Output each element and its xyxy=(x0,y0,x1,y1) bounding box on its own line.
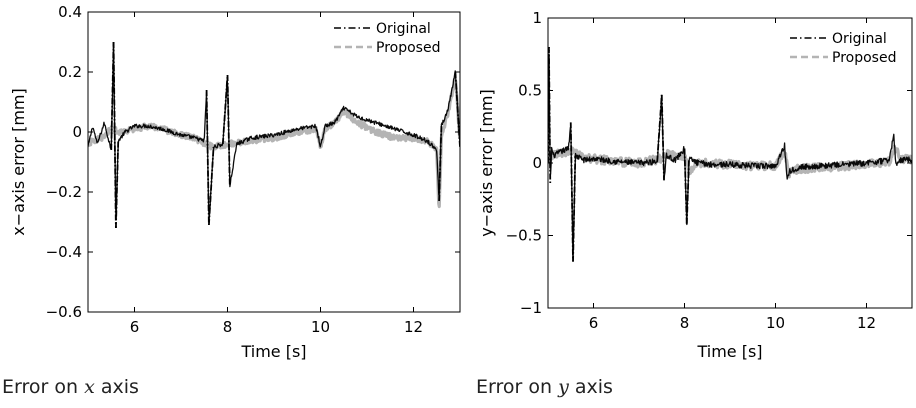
x-tick-label: 8 xyxy=(680,314,690,332)
x-axis-error-xlabel: Time [s] xyxy=(240,342,306,361)
legend-original-label: Original xyxy=(376,21,431,37)
y-axis-error-y-ticks: 1 0.5 0 −0.5 −1 xyxy=(506,9,912,317)
x-tick-label: 6 xyxy=(589,314,599,332)
x-axis-error-chart: 6 8 10 12 0.4 0.2 0 −0.2 −0.4 −0.6 Time [s] x−ax… xyxy=(9,3,461,361)
y-axis-error-x-ticks: 6 8 10 12 xyxy=(589,18,876,332)
y-axis-error-legend: Original Proposed xyxy=(790,31,896,66)
caption-prefix: Error on xyxy=(2,376,85,398)
y-tick-label: 1 xyxy=(532,9,542,27)
x-tick-label: 8 xyxy=(223,318,233,336)
series-original-spike xyxy=(115,140,120,229)
x-axis-error-caption: Error on x axis xyxy=(2,376,139,398)
series-original-spike xyxy=(226,74,231,187)
caption-suffix: axis xyxy=(568,376,613,398)
series-original-line xyxy=(548,56,912,261)
series-original-spike xyxy=(438,125,443,202)
x-tick-label: 6 xyxy=(130,318,140,336)
y-tick-label: 0.4 xyxy=(58,3,82,21)
y-tick-label: 0 xyxy=(532,154,542,172)
y-axis-error-ylabel: y−axis error [mm] xyxy=(477,89,496,237)
series-original-spike xyxy=(660,94,665,181)
y-tick-label: −0.5 xyxy=(506,227,542,245)
x-axis-error-plot-frame xyxy=(87,11,461,313)
series-original-spike xyxy=(205,89,210,226)
series-original-line xyxy=(88,45,460,221)
legend-original-label: Original xyxy=(832,31,887,47)
series-original-spike xyxy=(454,71,460,148)
caption-suffix: axis xyxy=(94,376,139,398)
y-tick-label: −0.2 xyxy=(46,183,82,201)
y-axis-error-caption: Error on y axis xyxy=(476,376,613,398)
y-tick-label: −0.6 xyxy=(46,303,82,321)
series-original-spike xyxy=(208,146,215,226)
legend-proposed-label: Proposed xyxy=(376,40,440,56)
x-tick-label: 10 xyxy=(766,314,785,332)
series-original-spike xyxy=(112,41,117,229)
series-original-spike xyxy=(685,158,690,224)
y-tick-label: 0.5 xyxy=(518,82,542,100)
y-tick-label: 0 xyxy=(72,123,82,141)
y-tick-label: −0.4 xyxy=(46,243,82,261)
x-axis-error-y-ticks: 0.4 0.2 0 −0.2 −0.4 −0.6 xyxy=(46,3,460,321)
x-axis-error-legend: Original Proposed xyxy=(334,21,440,56)
x-tick-label: 12 xyxy=(857,314,876,332)
x-axis-error-x-ticks: 6 8 10 12 xyxy=(130,12,423,336)
x-axis-error-traces xyxy=(88,41,460,229)
y-axis-error-xlabel: Time [s] xyxy=(696,342,762,361)
series-original-spike xyxy=(110,41,115,151)
caption-variable: y xyxy=(558,376,569,398)
caption-prefix: Error on xyxy=(476,376,559,398)
series-original-spike xyxy=(221,74,229,145)
caption-variable: x xyxy=(84,376,95,398)
x-tick-label: 12 xyxy=(404,318,423,336)
y-axis-error-chart: 6 8 10 12 1 0.5 0 −0.5 −1 Time [s] y−axis error… xyxy=(477,9,913,361)
y-tick-label: 0.2 xyxy=(58,63,82,81)
x-axis-error-ylabel: x−axis error [mm] xyxy=(9,88,28,236)
y-tick-label: −1 xyxy=(520,299,542,317)
series-proposed-line xyxy=(88,77,460,209)
x-tick-label: 10 xyxy=(311,318,330,336)
y-axis-error-traces xyxy=(548,46,912,262)
legend-proposed-label: Proposed xyxy=(832,50,896,66)
